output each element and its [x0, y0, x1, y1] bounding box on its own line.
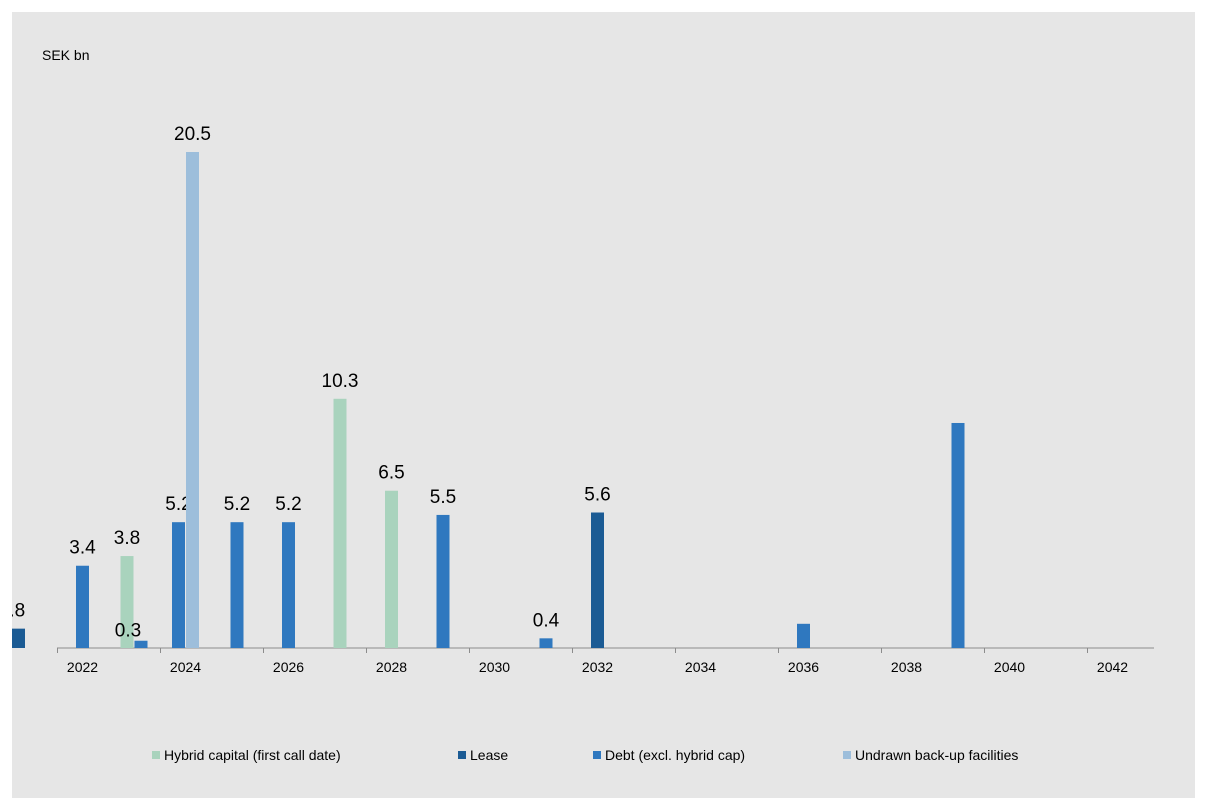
bar	[333, 398, 347, 648]
legend-swatch-undrawn	[843, 751, 851, 759]
data-label: 3.4	[69, 538, 96, 559]
legend-swatch-hybrid-capital	[152, 751, 160, 759]
x-tick-label: 2034	[685, 659, 716, 675]
bar	[951, 422, 965, 648]
bar	[282, 522, 295, 648]
unit-label: SEK bn	[42, 47, 90, 63]
x-tick-label: 2040	[994, 659, 1025, 675]
legend-swatch-debt	[593, 751, 601, 759]
legend-item-hybrid-capital: Hybrid capital (first call date)	[152, 747, 341, 763]
data-label: 6.5	[378, 463, 404, 484]
legend-label-lease: Lease	[470, 747, 509, 763]
x-tick-label: 2042	[1097, 659, 1128, 675]
x-tick-label: 2022	[67, 659, 98, 675]
x-tick-label: 2026	[273, 659, 304, 675]
data-label: 0.4	[533, 610, 560, 631]
bar	[172, 522, 185, 648]
legend-label-hybrid-capital: Hybrid capital (first call date)	[164, 747, 341, 763]
legend-item-undrawn: Undrawn back-up facilities	[843, 747, 1018, 763]
bar	[230, 522, 244, 648]
data-label: 3.8	[114, 528, 140, 549]
bar	[134, 640, 148, 648]
bar	[797, 623, 810, 648]
legend-label-debt: Debt (excl. hybrid cap)	[605, 747, 746, 763]
data-label: 20.5	[174, 124, 211, 145]
x-tick-label: 2036	[788, 659, 819, 675]
legend-item-lease: Lease	[458, 747, 508, 763]
data-label: 5.6	[584, 485, 610, 506]
bar	[120, 556, 134, 648]
bar	[186, 152, 199, 648]
data-label: 5.2	[224, 494, 250, 515]
data-label: 0.8	[12, 601, 25, 622]
bar-chart: 2022 2024 2026 2028 2030 2032 2034 2036 2038 2040…	[12, 124, 1154, 675]
x-tick-label: 2038	[891, 659, 922, 675]
x-tick-label: 2030	[479, 659, 510, 675]
data-label: 5.2	[165, 494, 191, 515]
legend-swatch-lease	[458, 751, 466, 759]
bar	[591, 512, 604, 648]
x-tick-label: 2032	[582, 659, 613, 675]
x-tick-label: 2028	[376, 659, 407, 675]
legend-item-debt: Debt (excl. hybrid cap)	[593, 747, 745, 763]
bar	[436, 514, 450, 648]
data-label: 5.2	[275, 494, 301, 515]
bar	[385, 490, 398, 648]
bar	[539, 638, 553, 648]
bar	[12, 628, 25, 648]
chart-panel: SEK bn 2022 2024 2026 2028 2030 2032 2034 2036 2…	[12, 12, 1195, 798]
data-label: 0.3	[115, 621, 141, 642]
data-label: 5.5	[430, 487, 456, 508]
legend-label-undrawn: Undrawn back-up facilities	[855, 747, 1019, 763]
x-tick-label: 2024	[170, 659, 201, 675]
legend: Hybrid capital (first call date) Lease D…	[12, 747, 1195, 767]
data-label: 10.3	[322, 371, 359, 392]
bar	[76, 565, 89, 648]
